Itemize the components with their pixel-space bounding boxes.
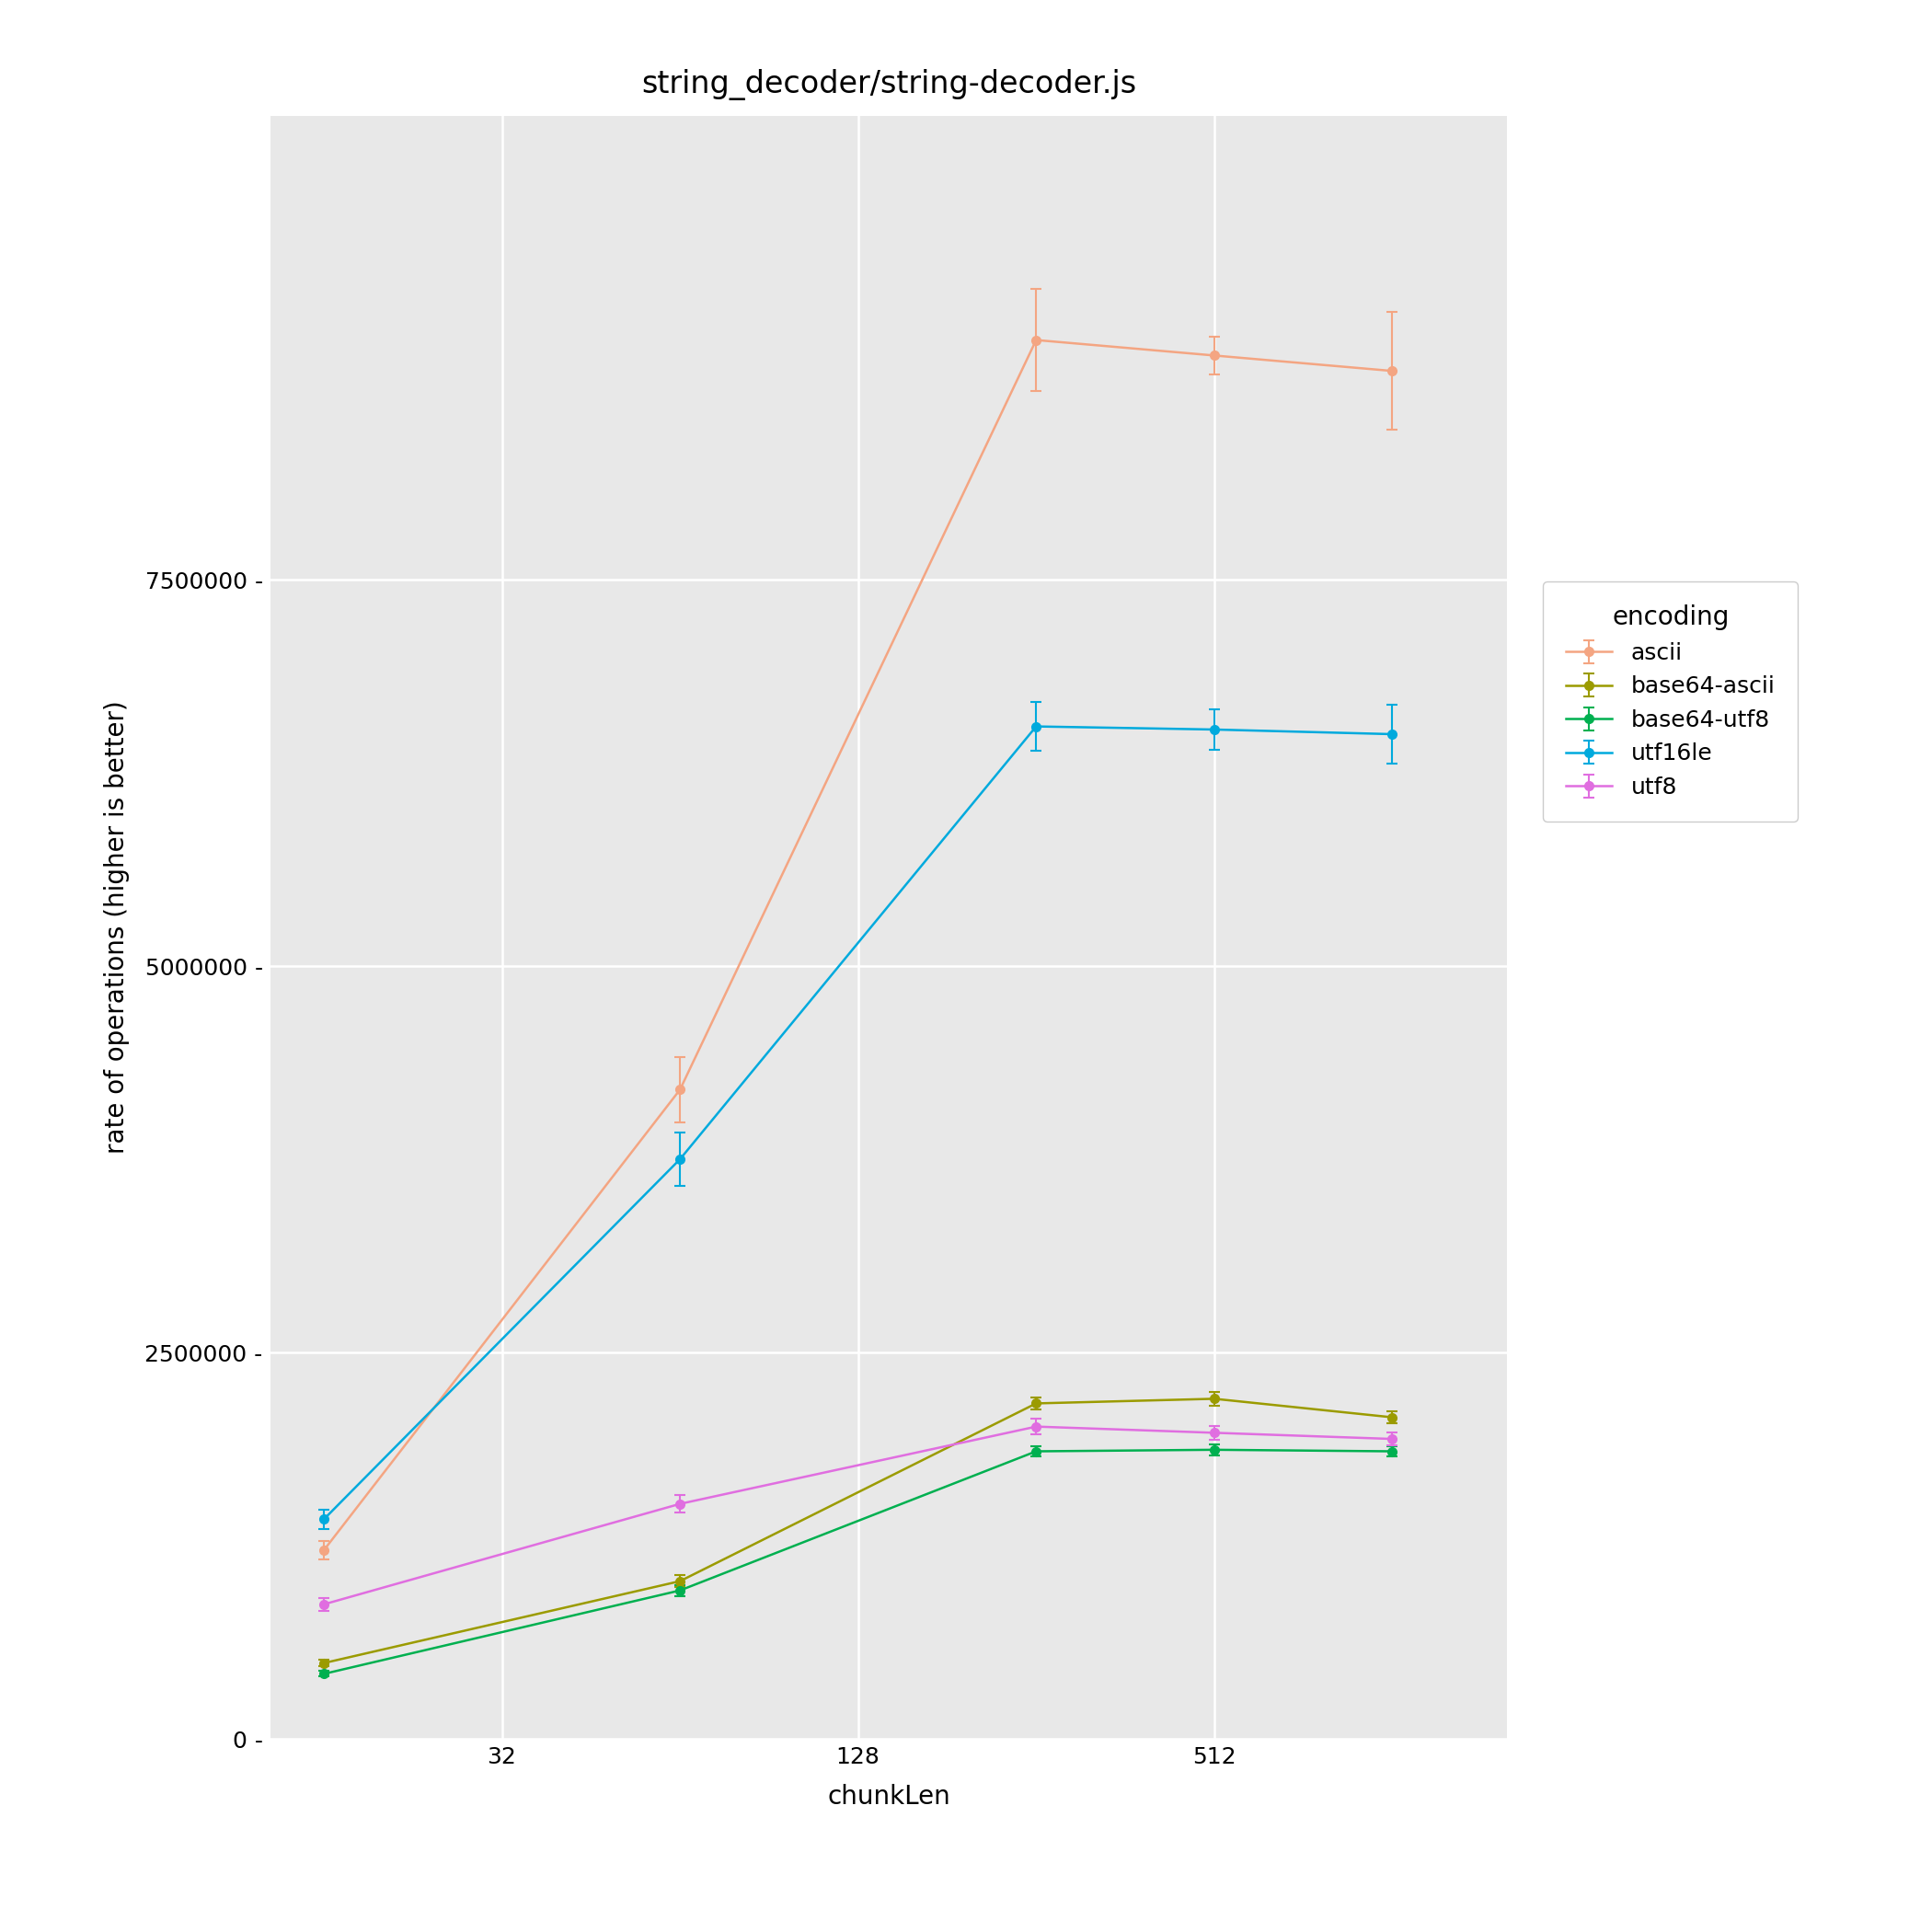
Title: string_decoder/string-decoder.js: string_decoder/string-decoder.js	[641, 70, 1136, 100]
Y-axis label: rate of operations (higher is better): rate of operations (higher is better)	[104, 701, 129, 1153]
X-axis label: chunkLen: chunkLen	[827, 1783, 951, 1810]
Legend: ascii, base64-ascii, base64-utf8, utf16le, utf8: ascii, base64-ascii, base64-utf8, utf16l…	[1544, 582, 1799, 821]
